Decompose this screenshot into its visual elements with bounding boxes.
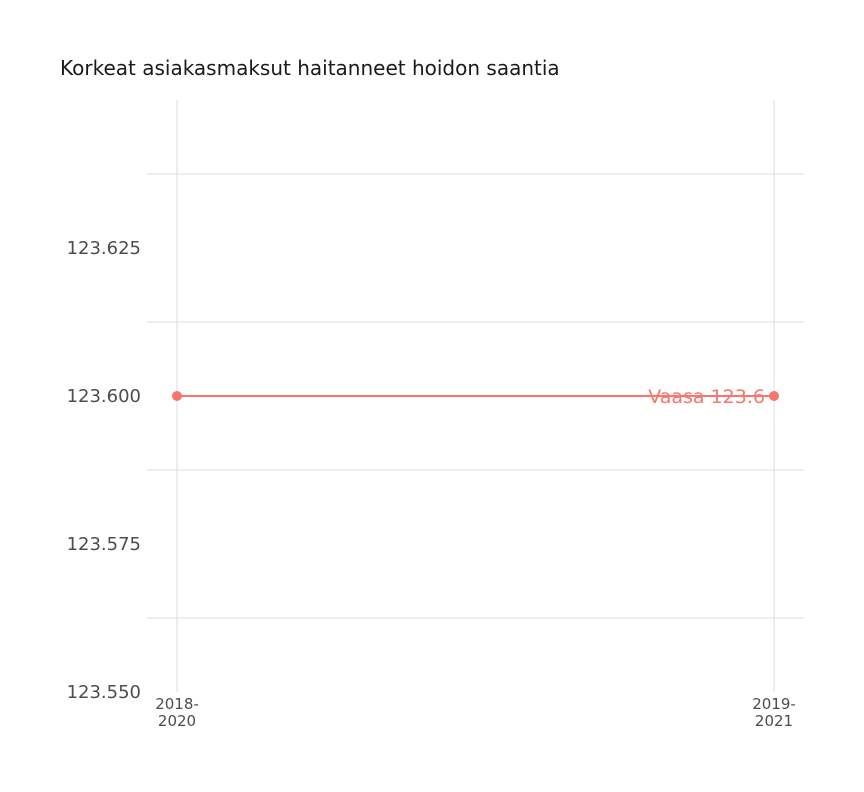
data-point xyxy=(172,391,182,401)
y-tick-label: 123.550 xyxy=(67,682,141,703)
end-label: Vaasa 123.6 xyxy=(648,386,765,408)
y-tick-label: 123.575 xyxy=(67,534,141,555)
series-layer: Vaasa 123.6 xyxy=(172,386,779,408)
chart-title: Korkeat asiakasmaksut haitanneet hoidon … xyxy=(60,56,560,80)
data-point xyxy=(769,391,779,401)
x-axis: 2018-2020 2019-2021 xyxy=(155,695,796,730)
x-tick-label: 2018-2020 xyxy=(155,695,199,730)
y-tick-label: 123.600 xyxy=(67,386,141,407)
x-tick-label: 2019-2021 xyxy=(752,695,796,730)
y-axis: 123.550 123.575 123.600 123.625 xyxy=(67,238,141,703)
y-tick-label: 123.625 xyxy=(67,238,141,259)
